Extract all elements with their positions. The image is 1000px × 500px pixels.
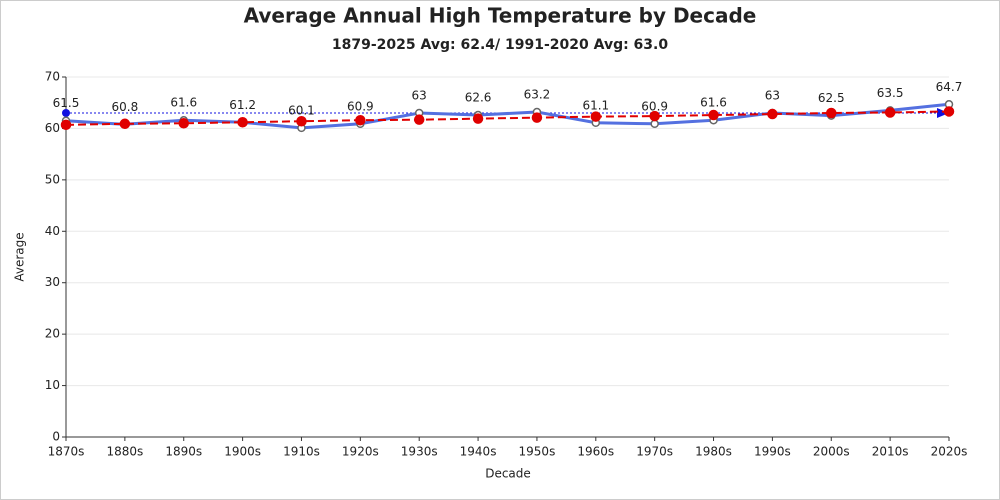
- point: [531, 112, 543, 123]
- point: [119, 118, 131, 130]
- data-label: 64.7: [936, 80, 963, 94]
- data-label: 61.2: [229, 98, 256, 112]
- x-tick-label: 2010s: [872, 445, 909, 459]
- data-label: 61.6: [170, 96, 197, 110]
- data-label: 63.2: [524, 87, 551, 101]
- data-label: 60.1: [288, 103, 315, 117]
- point: [413, 114, 425, 125]
- point: [178, 118, 189, 129]
- chart-subtitle: 1879-2025 Avg: 62.4/ 1991-2020 Avg: 63.0: [332, 37, 668, 53]
- data-label: 62.6: [465, 91, 492, 105]
- y-tick-label: 70: [45, 70, 60, 84]
- y-tick-label: 60: [45, 121, 60, 135]
- point: [590, 111, 602, 122]
- x-tick-label: 1930s: [401, 445, 438, 459]
- data-label: 63: [412, 89, 427, 103]
- x-tick-label: 2000s: [813, 445, 850, 459]
- data-label: 60.9: [641, 99, 668, 113]
- data-label: 63.5: [877, 86, 904, 100]
- point: [296, 115, 307, 127]
- x-tick-label: 1950s: [519, 445, 556, 459]
- reference-arrow: [937, 108, 949, 118]
- x-axis-label: Decade: [485, 467, 531, 481]
- point: [472, 113, 484, 124]
- data-label: 62.5: [818, 91, 845, 105]
- y-tick-label: 40: [45, 224, 60, 238]
- y-tick-label: 30: [45, 275, 60, 289]
- y-tick-label: 50: [45, 172, 60, 186]
- data-label: 61.6: [700, 96, 727, 110]
- x-tick-label: 1980s: [695, 445, 732, 459]
- data-label: 61.1: [582, 98, 609, 112]
- data-label: 61.5: [53, 96, 80, 110]
- point: [237, 117, 248, 128]
- x-tick-label: 1990s: [754, 445, 791, 459]
- data-label: 60.8: [112, 100, 139, 114]
- y-tick-label: 10: [45, 378, 60, 392]
- chart-title: Average Annual High Temperature by Decad…: [244, 4, 757, 28]
- data-label: 63: [765, 89, 780, 103]
- point: [767, 108, 778, 120]
- point: [884, 107, 896, 118]
- x-tick-label: 1880s: [106, 445, 143, 459]
- point: [355, 114, 366, 126]
- point: [943, 106, 955, 117]
- point: [650, 119, 659, 129]
- reference-start: [62, 109, 70, 117]
- x-tick-label: 1870s: [48, 445, 85, 459]
- x-tick-label: 1940s: [460, 445, 497, 459]
- y-tick-label: 20: [45, 327, 60, 341]
- point: [826, 107, 837, 119]
- y-tick-label: 0: [52, 430, 60, 444]
- series-line: [65, 110, 950, 126]
- x-tick-label: 1900s: [224, 445, 261, 459]
- data-label: 60.9: [347, 99, 374, 113]
- point: [708, 109, 719, 121]
- x-tick-label: 1920s: [342, 445, 379, 459]
- x-tick-label: 1910s: [283, 445, 320, 459]
- x-tick-label: 2020s: [931, 445, 968, 459]
- x-tick-label: 1960s: [577, 445, 614, 459]
- x-tick-label: 1970s: [636, 445, 673, 459]
- y-axis-label: Average: [13, 232, 27, 281]
- point: [60, 119, 72, 131]
- point: [649, 110, 660, 122]
- x-tick-label: 1890s: [165, 445, 202, 459]
